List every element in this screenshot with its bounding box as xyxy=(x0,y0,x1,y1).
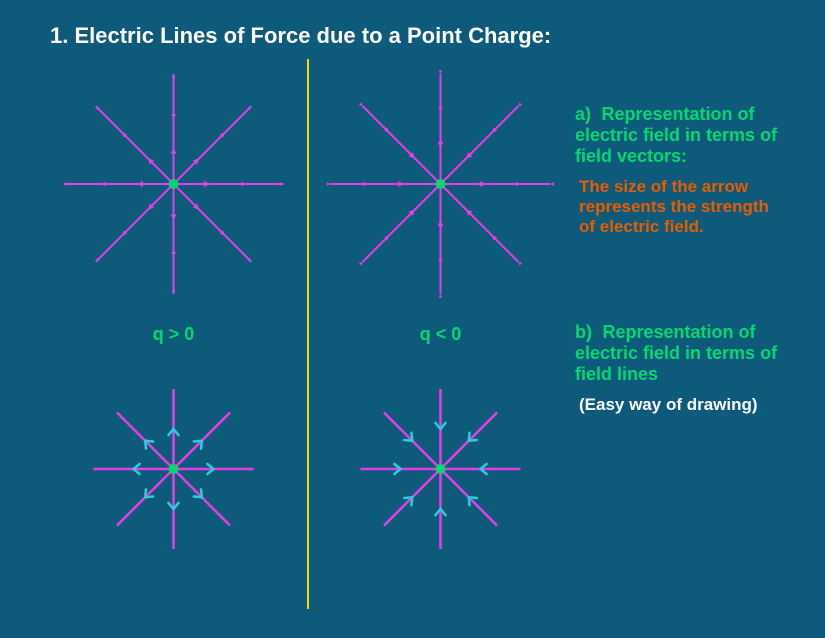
diagram-top-left: q > 0 xyxy=(40,59,307,369)
diagram-grid: q > 0 q < 0 xyxy=(40,59,570,619)
slide-title: 1. Electric Lines of Force due to a Poin… xyxy=(40,15,790,59)
field-vectors-negative xyxy=(307,59,574,319)
description-b: b) Representation of electric field in t… xyxy=(575,322,780,415)
diagram-bottom-right xyxy=(307,369,574,619)
diagram-top-right: q < 0 xyxy=(307,59,574,369)
charge-label-negative: q < 0 xyxy=(420,324,462,345)
slide: 1. Electric Lines of Force due to a Poin… xyxy=(40,15,790,615)
a-subtext: The size of the arrow represents the str… xyxy=(575,177,780,237)
a-heading: Representation of electric field in term… xyxy=(575,104,777,166)
b-subtext: (Easy way of drawing) xyxy=(575,395,780,415)
diagram-bottom-left xyxy=(40,369,307,619)
description-a: a) Representation of electric field in t… xyxy=(575,104,780,237)
field-vectors-positive xyxy=(40,59,307,319)
diagrams-panel: q > 0 q < 0 xyxy=(40,59,570,619)
field-lines-positive xyxy=(40,369,307,569)
charge-label-positive: q > 0 xyxy=(153,324,195,345)
a-prefix: a) xyxy=(575,104,591,124)
b-heading: Representation of electric field in term… xyxy=(575,322,777,384)
b-prefix: b) xyxy=(575,322,592,342)
sidebar: a) Representation of electric field in t… xyxy=(570,59,780,619)
content-area: q > 0 q < 0 a) Representation of electri… xyxy=(40,59,790,619)
field-lines-negative xyxy=(307,369,574,569)
